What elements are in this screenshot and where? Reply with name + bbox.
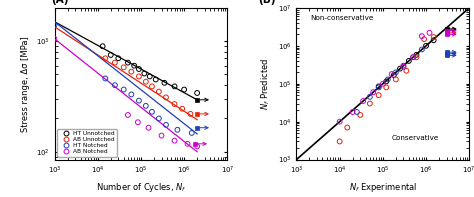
Point: [124, 113, 132, 117]
Point: [384, 78, 392, 81]
Point: [134, 121, 142, 124]
Point: [349, 110, 356, 113]
Point: [120, 66, 128, 69]
Point: [418, 34, 426, 38]
Point: [111, 84, 118, 87]
Point: [405, 59, 413, 62]
Point: [115, 57, 122, 60]
Legend: HT Unnotched, AB Unnotched, HT Notched, AB Notched: HT Unnotched, AB Unnotched, HT Notched, …: [57, 129, 117, 157]
Point: [178, 107, 186, 110]
Point: [383, 86, 390, 89]
Point: [390, 73, 398, 77]
Point: [426, 31, 433, 34]
Point: [392, 71, 400, 74]
Point: [366, 95, 374, 98]
Point: [193, 91, 201, 95]
Point: [413, 53, 420, 56]
Point: [130, 64, 138, 67]
Point: [162, 96, 170, 99]
Point: [124, 61, 132, 64]
Point: [422, 44, 430, 47]
Point: [111, 61, 118, 64]
Point: [402, 69, 410, 72]
Point: [155, 117, 163, 120]
Point: [171, 102, 178, 106]
Point: [171, 85, 178, 88]
Point: [135, 75, 143, 78]
Point: [400, 65, 407, 68]
Point: [99, 45, 107, 48]
Point: [375, 94, 383, 97]
Point: [418, 48, 426, 51]
Point: [396, 67, 404, 70]
Point: [148, 85, 156, 88]
Point: [101, 57, 109, 60]
Point: [336, 140, 344, 143]
Point: [184, 142, 191, 145]
Point: [193, 145, 201, 148]
Point: [120, 88, 128, 91]
Point: [359, 99, 367, 103]
Point: [142, 104, 150, 107]
Point: [379, 82, 387, 85]
Point: [369, 91, 377, 94]
Point: [336, 120, 344, 123]
Point: [366, 102, 374, 105]
Point: [107, 53, 115, 57]
Point: [135, 67, 143, 71]
Point: [152, 78, 160, 81]
Point: [392, 78, 400, 81]
Point: [430, 35, 438, 39]
Point: [413, 56, 420, 59]
Point: [420, 38, 428, 41]
Point: [155, 90, 163, 93]
Point: [128, 93, 135, 96]
X-axis label: $N_f$ Experimental: $N_f$ Experimental: [349, 181, 417, 194]
Point: [356, 113, 364, 117]
Point: [145, 126, 152, 129]
Point: [51, 37, 58, 40]
Point: [158, 134, 165, 137]
Point: [187, 112, 194, 115]
Text: (B): (B): [258, 0, 276, 5]
Point: [188, 131, 195, 135]
Point: [101, 77, 109, 80]
Text: (A): (A): [51, 0, 69, 5]
Point: [400, 64, 407, 67]
Point: [148, 110, 156, 113]
Point: [344, 126, 351, 129]
Point: [375, 85, 383, 88]
Point: [51, 23, 58, 27]
Text: Non-conservative: Non-conservative: [310, 16, 374, 21]
Point: [161, 81, 168, 84]
Point: [353, 110, 361, 113]
Point: [375, 86, 383, 89]
Point: [162, 123, 170, 126]
Point: [128, 70, 135, 73]
Y-axis label: Stress range, Δσ [MPa]: Stress range, Δσ [MPa]: [21, 36, 30, 132]
Point: [142, 80, 150, 83]
Point: [146, 75, 154, 78]
Point: [430, 39, 438, 42]
Point: [180, 88, 188, 91]
Point: [383, 80, 390, 83]
X-axis label: Number of Cycles, $N_f$: Number of Cycles, $N_f$: [96, 181, 186, 194]
Text: Conservative: Conservative: [392, 135, 439, 141]
Point: [171, 139, 178, 142]
Point: [173, 128, 181, 131]
Point: [135, 99, 143, 102]
Point: [409, 56, 417, 59]
Point: [388, 72, 395, 76]
Y-axis label: $N_f$ Predicted: $N_f$ Predicted: [260, 58, 272, 110]
Point: [409, 56, 417, 59]
Point: [141, 72, 148, 75]
